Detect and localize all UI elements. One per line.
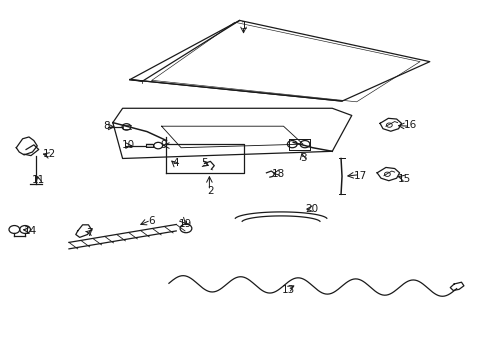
Text: 20: 20 bbox=[305, 204, 318, 215]
Text: 18: 18 bbox=[271, 168, 285, 179]
Text: 2: 2 bbox=[206, 186, 213, 197]
Text: 9: 9 bbox=[161, 140, 167, 150]
Text: 14: 14 bbox=[23, 226, 37, 236]
Text: 8: 8 bbox=[103, 121, 110, 131]
Text: 19: 19 bbox=[178, 219, 191, 229]
Text: 16: 16 bbox=[403, 121, 416, 130]
Text: 10: 10 bbox=[122, 140, 135, 150]
Text: 3: 3 bbox=[299, 153, 305, 163]
Text: 1: 1 bbox=[241, 21, 247, 31]
Text: 5: 5 bbox=[201, 158, 207, 168]
Text: 7: 7 bbox=[86, 228, 93, 238]
Text: 12: 12 bbox=[43, 149, 56, 159]
Text: 13: 13 bbox=[281, 285, 294, 296]
Text: 11: 11 bbox=[32, 175, 45, 185]
Text: 17: 17 bbox=[353, 171, 366, 181]
Text: 4: 4 bbox=[172, 158, 178, 168]
Text: 15: 15 bbox=[397, 174, 410, 184]
Text: 6: 6 bbox=[148, 216, 155, 226]
